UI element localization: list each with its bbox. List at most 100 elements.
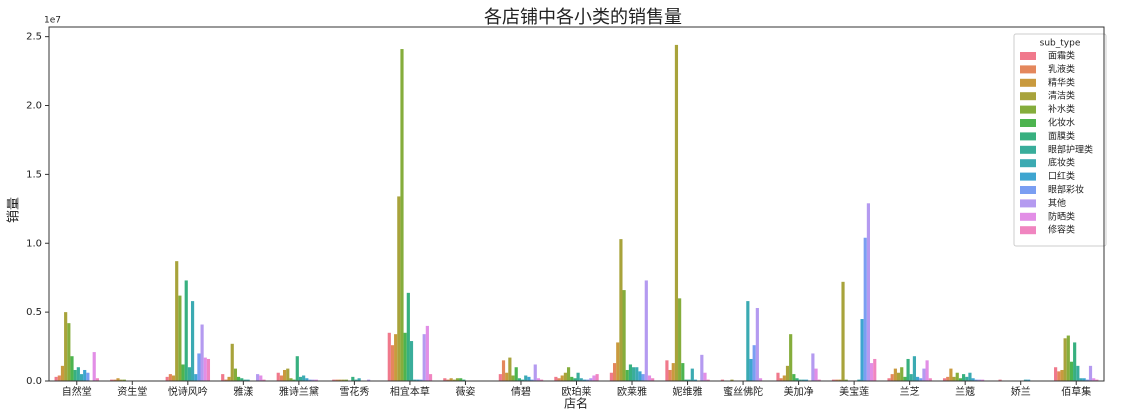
bar xyxy=(1085,379,1089,381)
legend-swatch xyxy=(1020,119,1036,127)
bar xyxy=(678,298,682,381)
bar xyxy=(749,358,753,381)
bar xyxy=(789,334,793,381)
bar xyxy=(79,374,84,381)
legend-box xyxy=(1013,33,1107,247)
bar xyxy=(422,334,426,381)
bar xyxy=(165,376,169,381)
bar xyxy=(354,379,358,381)
x-tick-label: 薇姿 xyxy=(455,385,475,398)
bar xyxy=(962,374,966,381)
bar xyxy=(1057,371,1061,381)
legend-label: 修容类 xyxy=(1048,224,1075,236)
bar xyxy=(755,307,759,381)
bar xyxy=(557,378,561,381)
bar xyxy=(955,372,959,381)
bar xyxy=(841,281,845,381)
bar xyxy=(1095,379,1099,381)
bar xyxy=(530,379,534,381)
legend-label: 补水类 xyxy=(1048,103,1075,115)
bar xyxy=(758,378,763,381)
bar xyxy=(776,372,780,381)
bar xyxy=(419,379,423,381)
bar xyxy=(681,363,685,381)
bar xyxy=(175,261,179,381)
bar xyxy=(501,360,506,381)
bar xyxy=(609,372,613,381)
bar xyxy=(73,369,77,381)
x-tick-label: 欧莱雅 xyxy=(617,385,647,398)
bar xyxy=(57,375,61,381)
bar xyxy=(866,203,870,381)
x-tick-label: 雅漾 xyxy=(233,385,253,398)
bar xyxy=(1069,361,1074,381)
bar xyxy=(338,379,342,381)
bar xyxy=(690,368,694,381)
bar xyxy=(1066,335,1070,381)
bar xyxy=(890,374,894,381)
bar xyxy=(83,369,87,381)
bar xyxy=(520,379,525,381)
bar xyxy=(674,44,679,381)
bar xyxy=(1092,378,1096,381)
legend-swatch xyxy=(1020,105,1036,114)
bar xyxy=(928,378,932,381)
bar xyxy=(86,372,90,381)
bar xyxy=(1027,379,1031,381)
bar xyxy=(814,368,818,381)
bar xyxy=(459,378,463,381)
bar xyxy=(351,376,355,381)
bar xyxy=(443,378,447,381)
y-tick-label: 1.0 xyxy=(26,238,42,249)
bar xyxy=(628,364,633,381)
bar xyxy=(811,353,815,381)
bar xyxy=(998,379,1002,381)
x-tick-label: 欧珀莱 xyxy=(562,385,592,398)
legend-swatch xyxy=(1020,186,1036,194)
bar xyxy=(259,375,263,381)
bar xyxy=(968,372,972,381)
bar xyxy=(243,379,247,381)
chart-title: 各店铺中各小类的销售量 xyxy=(484,7,682,28)
bar xyxy=(1088,365,1093,381)
bar xyxy=(536,378,541,381)
bar xyxy=(560,375,564,381)
legend-label: 乳液类 xyxy=(1048,63,1075,75)
y-tick-label: 2.5 xyxy=(26,32,42,43)
bar xyxy=(246,379,250,381)
bar xyxy=(730,379,734,381)
bar xyxy=(54,376,58,381)
bar xyxy=(70,356,74,381)
bar xyxy=(779,378,783,381)
bar xyxy=(197,353,201,381)
y-axis-label: 销量 xyxy=(7,197,22,223)
bar xyxy=(171,375,176,381)
legend-label: 面霜类 xyxy=(1048,50,1075,62)
bar xyxy=(622,290,626,381)
bar xyxy=(684,379,688,381)
bar xyxy=(916,376,920,381)
bar xyxy=(651,378,655,381)
legend-swatch xyxy=(1020,199,1036,208)
bar xyxy=(844,379,848,381)
y-tick-label: 2.0 xyxy=(26,101,42,112)
bar xyxy=(873,358,877,381)
bar xyxy=(367,379,371,381)
x-tick-label: 美宝莲 xyxy=(839,385,869,398)
x-axis-label: 店名 xyxy=(564,396,588,409)
legend-title: sub_type xyxy=(1040,39,1081,49)
bar xyxy=(236,376,241,381)
bar xyxy=(184,280,188,381)
bar xyxy=(971,378,975,381)
bar xyxy=(452,379,456,381)
bar xyxy=(706,379,710,381)
bar xyxy=(302,375,306,381)
bar xyxy=(977,379,982,381)
bar xyxy=(119,379,123,381)
bar xyxy=(1082,378,1086,381)
bar xyxy=(64,312,68,381)
bar xyxy=(900,367,904,381)
bar xyxy=(449,378,453,381)
legend-swatch xyxy=(1020,92,1036,101)
bar xyxy=(227,376,231,381)
